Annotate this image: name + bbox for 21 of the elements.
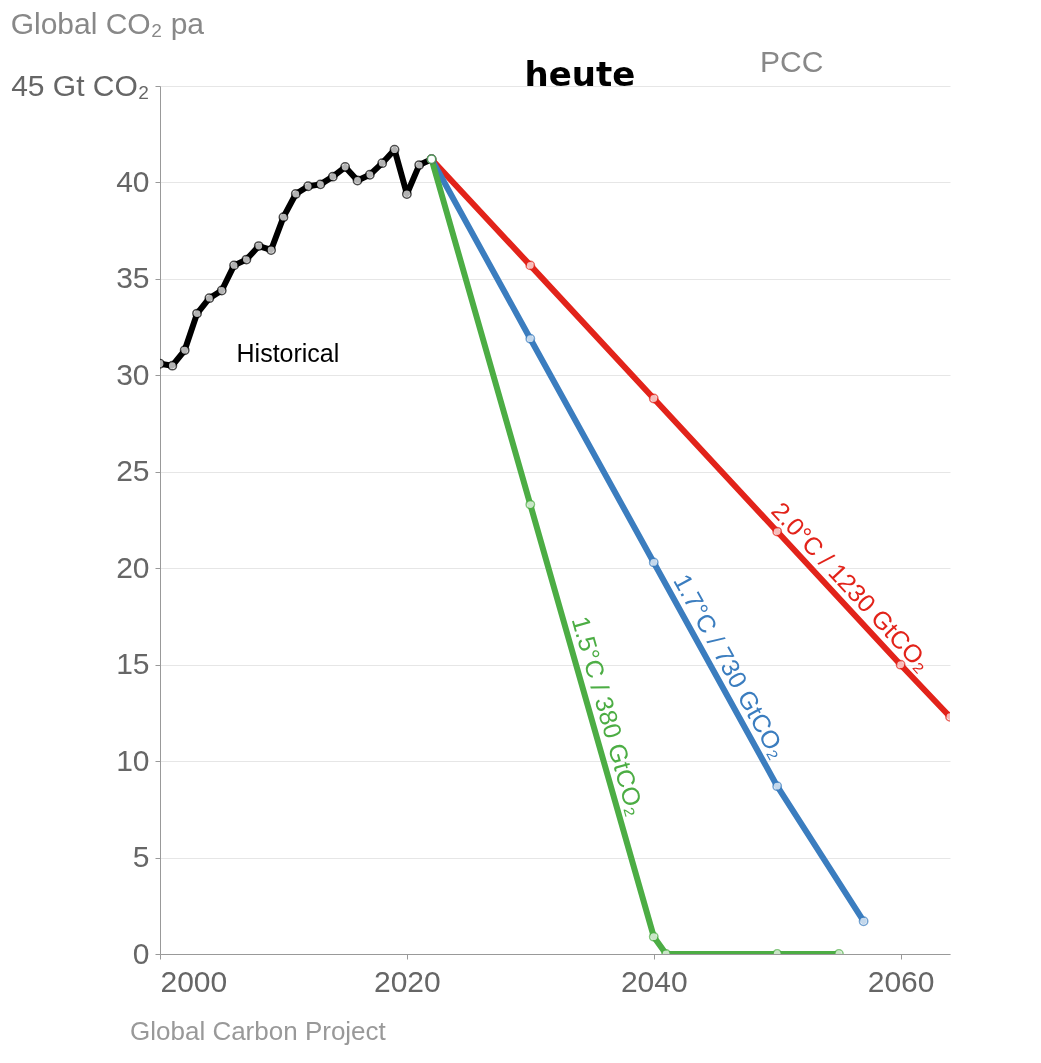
y-tick-label: 30 (116, 357, 150, 391)
y-tick-label: 35 (116, 261, 150, 295)
x-tick-label: 2020 (374, 964, 441, 998)
y-tick-label: 40 (116, 164, 150, 198)
x-tick-label: 2060 (867, 964, 935, 998)
y-tick-label: 20 (116, 550, 150, 584)
text: 1.7°C / 730 GtCO₂ (668, 569, 793, 764)
text: 1.5°C / 380 GtCO₂ (566, 613, 651, 819)
y-tick-label: 45 Gt CO₂ (11, 68, 150, 102)
y-tick-label: 0 (132, 936, 150, 970)
y-tick-label: 5 (132, 840, 150, 874)
text: Global Carbon Project (130, 1016, 387, 1046)
y-tick-label: 10 (116, 743, 150, 777)
chart-title: Global CO₂ pa (10, 7, 205, 40)
y-tick-label: 25 (116, 454, 150, 488)
y-tick-label: 15 (116, 647, 150, 681)
x-tick-label: 2040 (620, 964, 688, 998)
annotation: heute (524, 54, 636, 94)
series-label: Historical (236, 339, 340, 368)
x-tick-label: 2000 (160, 964, 228, 998)
text: PCC (760, 45, 824, 78)
